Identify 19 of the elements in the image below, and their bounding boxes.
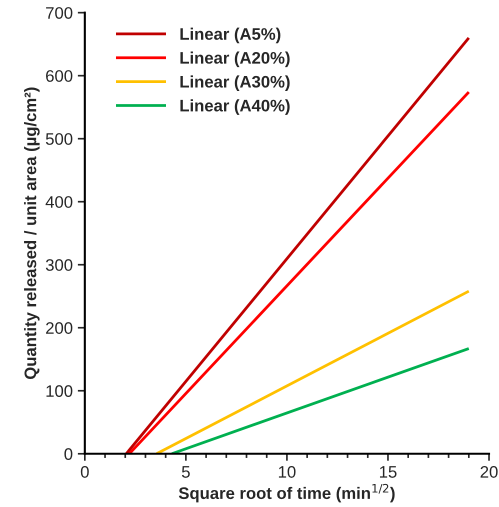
x-tick-label: 20 <box>480 466 498 478</box>
y-axis-title: Quantity released / unit area (µg/cm²) <box>24 88 40 380</box>
legend-label: Linear (A40%) <box>180 99 290 115</box>
y-tick-label: 600 <box>46 70 72 82</box>
legend-label: Linear (A20%) <box>180 52 290 68</box>
x-tick-label: 10 <box>278 466 296 478</box>
legend-label: Linear (A30%) <box>180 75 290 91</box>
x-tick-label: 5 <box>182 466 190 478</box>
x-tick-label: 0 <box>80 466 89 478</box>
y-tick-label: 700 <box>46 7 72 19</box>
y-tick-label: 100 <box>46 385 72 397</box>
y-tick-label: 0 <box>64 448 72 460</box>
x-axis-title: Square root of time (min$^{1/2}$) <box>178 484 395 502</box>
y-tick-label: 400 <box>46 196 72 208</box>
y-tick-label: 300 <box>46 259 72 271</box>
y-tick-label: 200 <box>46 322 72 334</box>
x-tick-label: 15 <box>380 466 397 478</box>
y-tick-label: 500 <box>46 133 72 145</box>
legend-label: Linear (A5%) <box>180 28 280 44</box>
